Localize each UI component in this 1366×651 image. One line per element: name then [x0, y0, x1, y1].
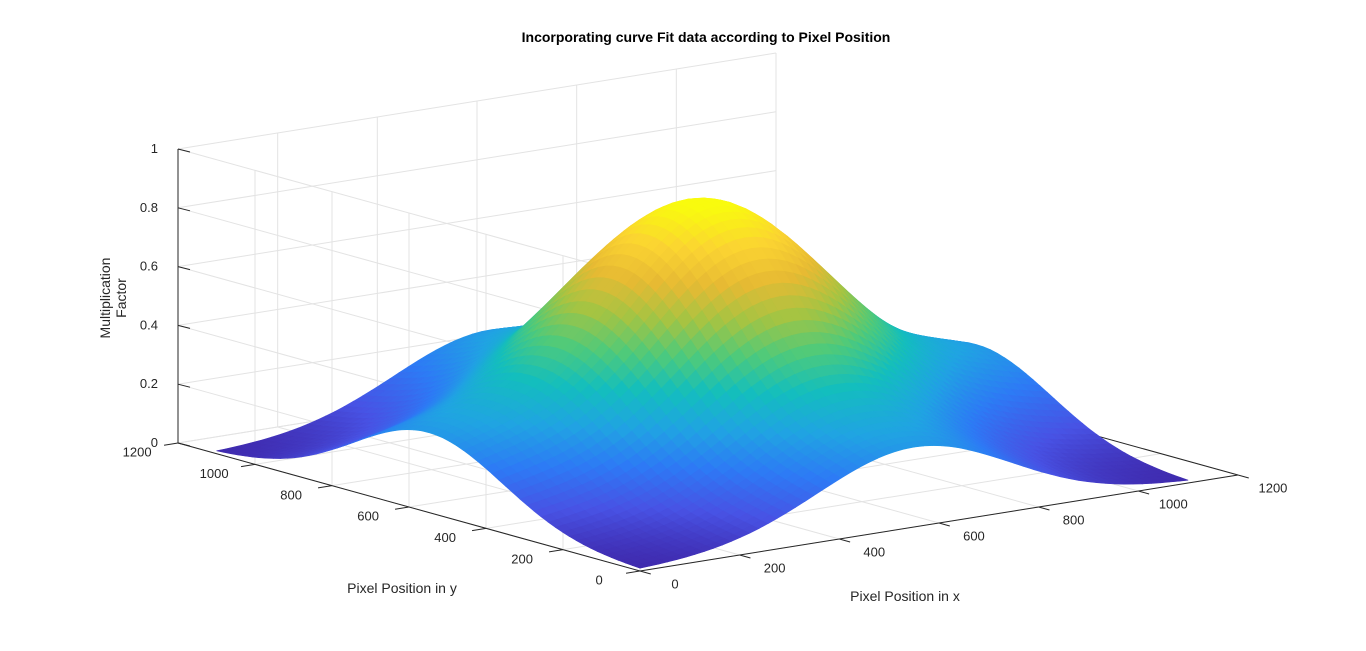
y-tick-label: 200 [511, 551, 533, 566]
z-tick-mark [177, 207, 191, 212]
x-tick-label: 800 [1063, 512, 1085, 527]
surface-plot [216, 197, 1189, 569]
x-tick-label: 0 [671, 576, 678, 591]
z-tick-label: 0.2 [140, 376, 158, 391]
gridline-back-z [177, 52, 777, 150]
y-axis-label: Pixel Position in y [347, 580, 457, 596]
z-tick-mark [177, 324, 191, 329]
x-tick-mark [639, 570, 651, 575]
z-axis-label-line-2: Factor [113, 278, 129, 318]
y-tick-mark [471, 527, 487, 532]
gridline-back-z [177, 170, 777, 268]
z-tick-label: 0 [151, 435, 158, 450]
z-tick-mark [177, 442, 191, 447]
z-axis-label-line-1: Multiplication [97, 258, 113, 339]
z-tick-mark [177, 148, 191, 153]
x-tick-mark [1237, 474, 1249, 479]
z-tick-label: 1 [151, 141, 158, 156]
z-tick-label: 0.6 [140, 259, 158, 274]
x-tick-mark [938, 522, 950, 527]
y-tick-label: 1000 [200, 466, 229, 481]
y-tick-label: 0 [595, 573, 602, 588]
x-tick-mark [1138, 490, 1150, 495]
x-tick-label: 600 [963, 528, 985, 543]
y-tick-mark [240, 463, 256, 468]
z-tick-label: 0.4 [140, 317, 158, 332]
gridline-left-z [177, 148, 641, 278]
chart-title: Incorporating curve Fit data according t… [522, 29, 891, 45]
z-axis-label: Multiplication Factor [97, 258, 129, 339]
z-tick-label: 0.8 [140, 200, 158, 215]
x-axis-label: Pixel Position in x [850, 588, 960, 604]
y-tick-label: 600 [357, 509, 379, 524]
x-tick-mark [839, 538, 851, 543]
z-tick-mark [177, 266, 191, 271]
y-tick-mark [394, 506, 410, 510]
x-tick-mark [1038, 506, 1050, 511]
y-tick-label: 400 [434, 530, 456, 545]
y-tick-mark [548, 549, 564, 553]
surface-patch [631, 563, 651, 569]
y-tick-mark [163, 442, 179, 446]
gridline-back-z [177, 111, 777, 209]
y-tick-label: 800 [280, 487, 302, 502]
y-tick-mark [625, 570, 641, 574]
x-tick-label: 1200 [1258, 480, 1287, 495]
x-tick-label: 400 [863, 544, 885, 559]
x-tick-label: 1000 [1159, 496, 1188, 511]
x-tick-label: 200 [764, 560, 786, 575]
axis-ticks: 0200400600800100012000200400600800100012… [123, 141, 1288, 591]
z-tick-mark [177, 383, 191, 388]
y-tick-label: 1200 [123, 445, 152, 460]
y-tick-mark [317, 485, 333, 489]
x-tick-mark [739, 554, 751, 559]
